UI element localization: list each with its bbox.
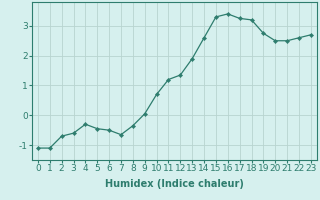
X-axis label: Humidex (Indice chaleur): Humidex (Indice chaleur): [105, 179, 244, 189]
